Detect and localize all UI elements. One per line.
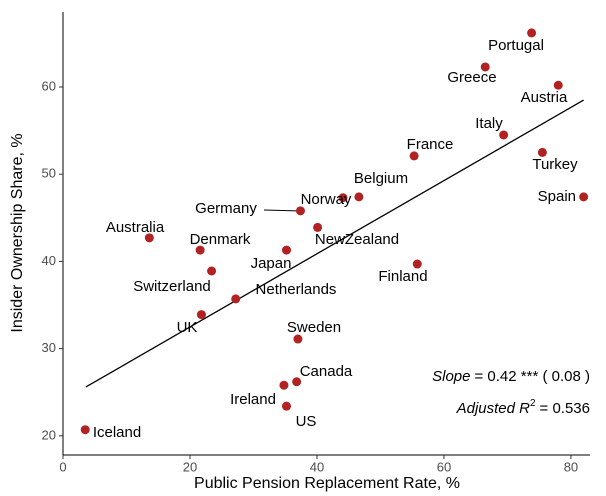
point-label: Finland xyxy=(378,268,427,285)
r2-sup: 2 xyxy=(530,398,536,409)
y-tick-label: 40 xyxy=(42,253,56,268)
point-label: Portugal xyxy=(488,37,544,54)
y-axis-label: Insider Ownership Share, % xyxy=(9,133,26,332)
point-label: Germany xyxy=(195,200,257,217)
point xyxy=(144,233,154,243)
point xyxy=(293,334,303,344)
slope-annotation: Slope = 0.42 *** ( 0.08 ) xyxy=(432,368,590,385)
point-label: Norway xyxy=(301,191,352,208)
point-label: Iceland xyxy=(93,424,141,441)
point xyxy=(579,192,589,202)
point xyxy=(553,80,563,90)
point xyxy=(480,62,490,72)
point xyxy=(196,310,206,320)
point-label: Denmark xyxy=(190,231,251,248)
point xyxy=(80,425,90,435)
point-label: Spain xyxy=(538,188,576,205)
point-label: Netherlands xyxy=(256,281,337,298)
point xyxy=(354,192,364,202)
point-label: Switzerland xyxy=(133,278,211,295)
point-label: France xyxy=(407,136,454,153)
point-label: Italy xyxy=(475,115,503,132)
point-label: Sweden xyxy=(287,319,341,336)
y-tick-label: 30 xyxy=(42,340,56,355)
x-tick-label: 0 xyxy=(59,459,66,474)
point-label: Canada xyxy=(300,363,353,380)
point xyxy=(281,401,291,411)
point xyxy=(231,294,241,304)
point xyxy=(295,206,305,216)
x-tick-label: 60 xyxy=(437,459,451,474)
point xyxy=(207,266,217,276)
point xyxy=(527,28,537,38)
point xyxy=(499,130,509,140)
point-label: UK xyxy=(177,319,198,336)
point xyxy=(412,259,422,269)
point xyxy=(313,222,323,232)
point xyxy=(338,193,348,203)
point xyxy=(537,147,547,157)
x-tick-label: 80 xyxy=(564,459,578,474)
fit-line xyxy=(85,99,584,388)
point xyxy=(292,377,302,387)
point xyxy=(195,245,205,255)
point xyxy=(279,380,289,390)
slope-text: = 0.42 *** ( 0.08 ) xyxy=(475,368,591,385)
r2-annotation: Adjusted R2 = 0.536 xyxy=(456,398,590,417)
point-label: Belgium xyxy=(354,170,408,187)
point-label: Ireland xyxy=(230,391,276,408)
y-tick-label: 50 xyxy=(42,166,56,181)
y-tick-label: 60 xyxy=(42,78,56,93)
point-label: Australia xyxy=(106,219,165,236)
point-label: Austria xyxy=(521,89,568,106)
x-axis-label: Public Pension Replacement Rate, % xyxy=(194,475,460,492)
point-label: Turkey xyxy=(532,156,578,173)
x-tick-label: 20 xyxy=(183,459,197,474)
y-tick-label: 20 xyxy=(42,427,56,442)
r2-label: Adjusted R xyxy=(456,400,531,417)
point-label: Greece xyxy=(447,69,496,86)
x-tick-label: 40 xyxy=(310,459,324,474)
point-label: Japan xyxy=(251,255,292,272)
point-label: NewZealand xyxy=(315,231,399,248)
point xyxy=(409,151,419,161)
point xyxy=(281,245,291,255)
leader-line xyxy=(263,209,297,212)
r2-text: = 0.536 xyxy=(540,400,590,417)
slope-label: Slope xyxy=(432,368,470,385)
point-label: US xyxy=(296,413,317,430)
